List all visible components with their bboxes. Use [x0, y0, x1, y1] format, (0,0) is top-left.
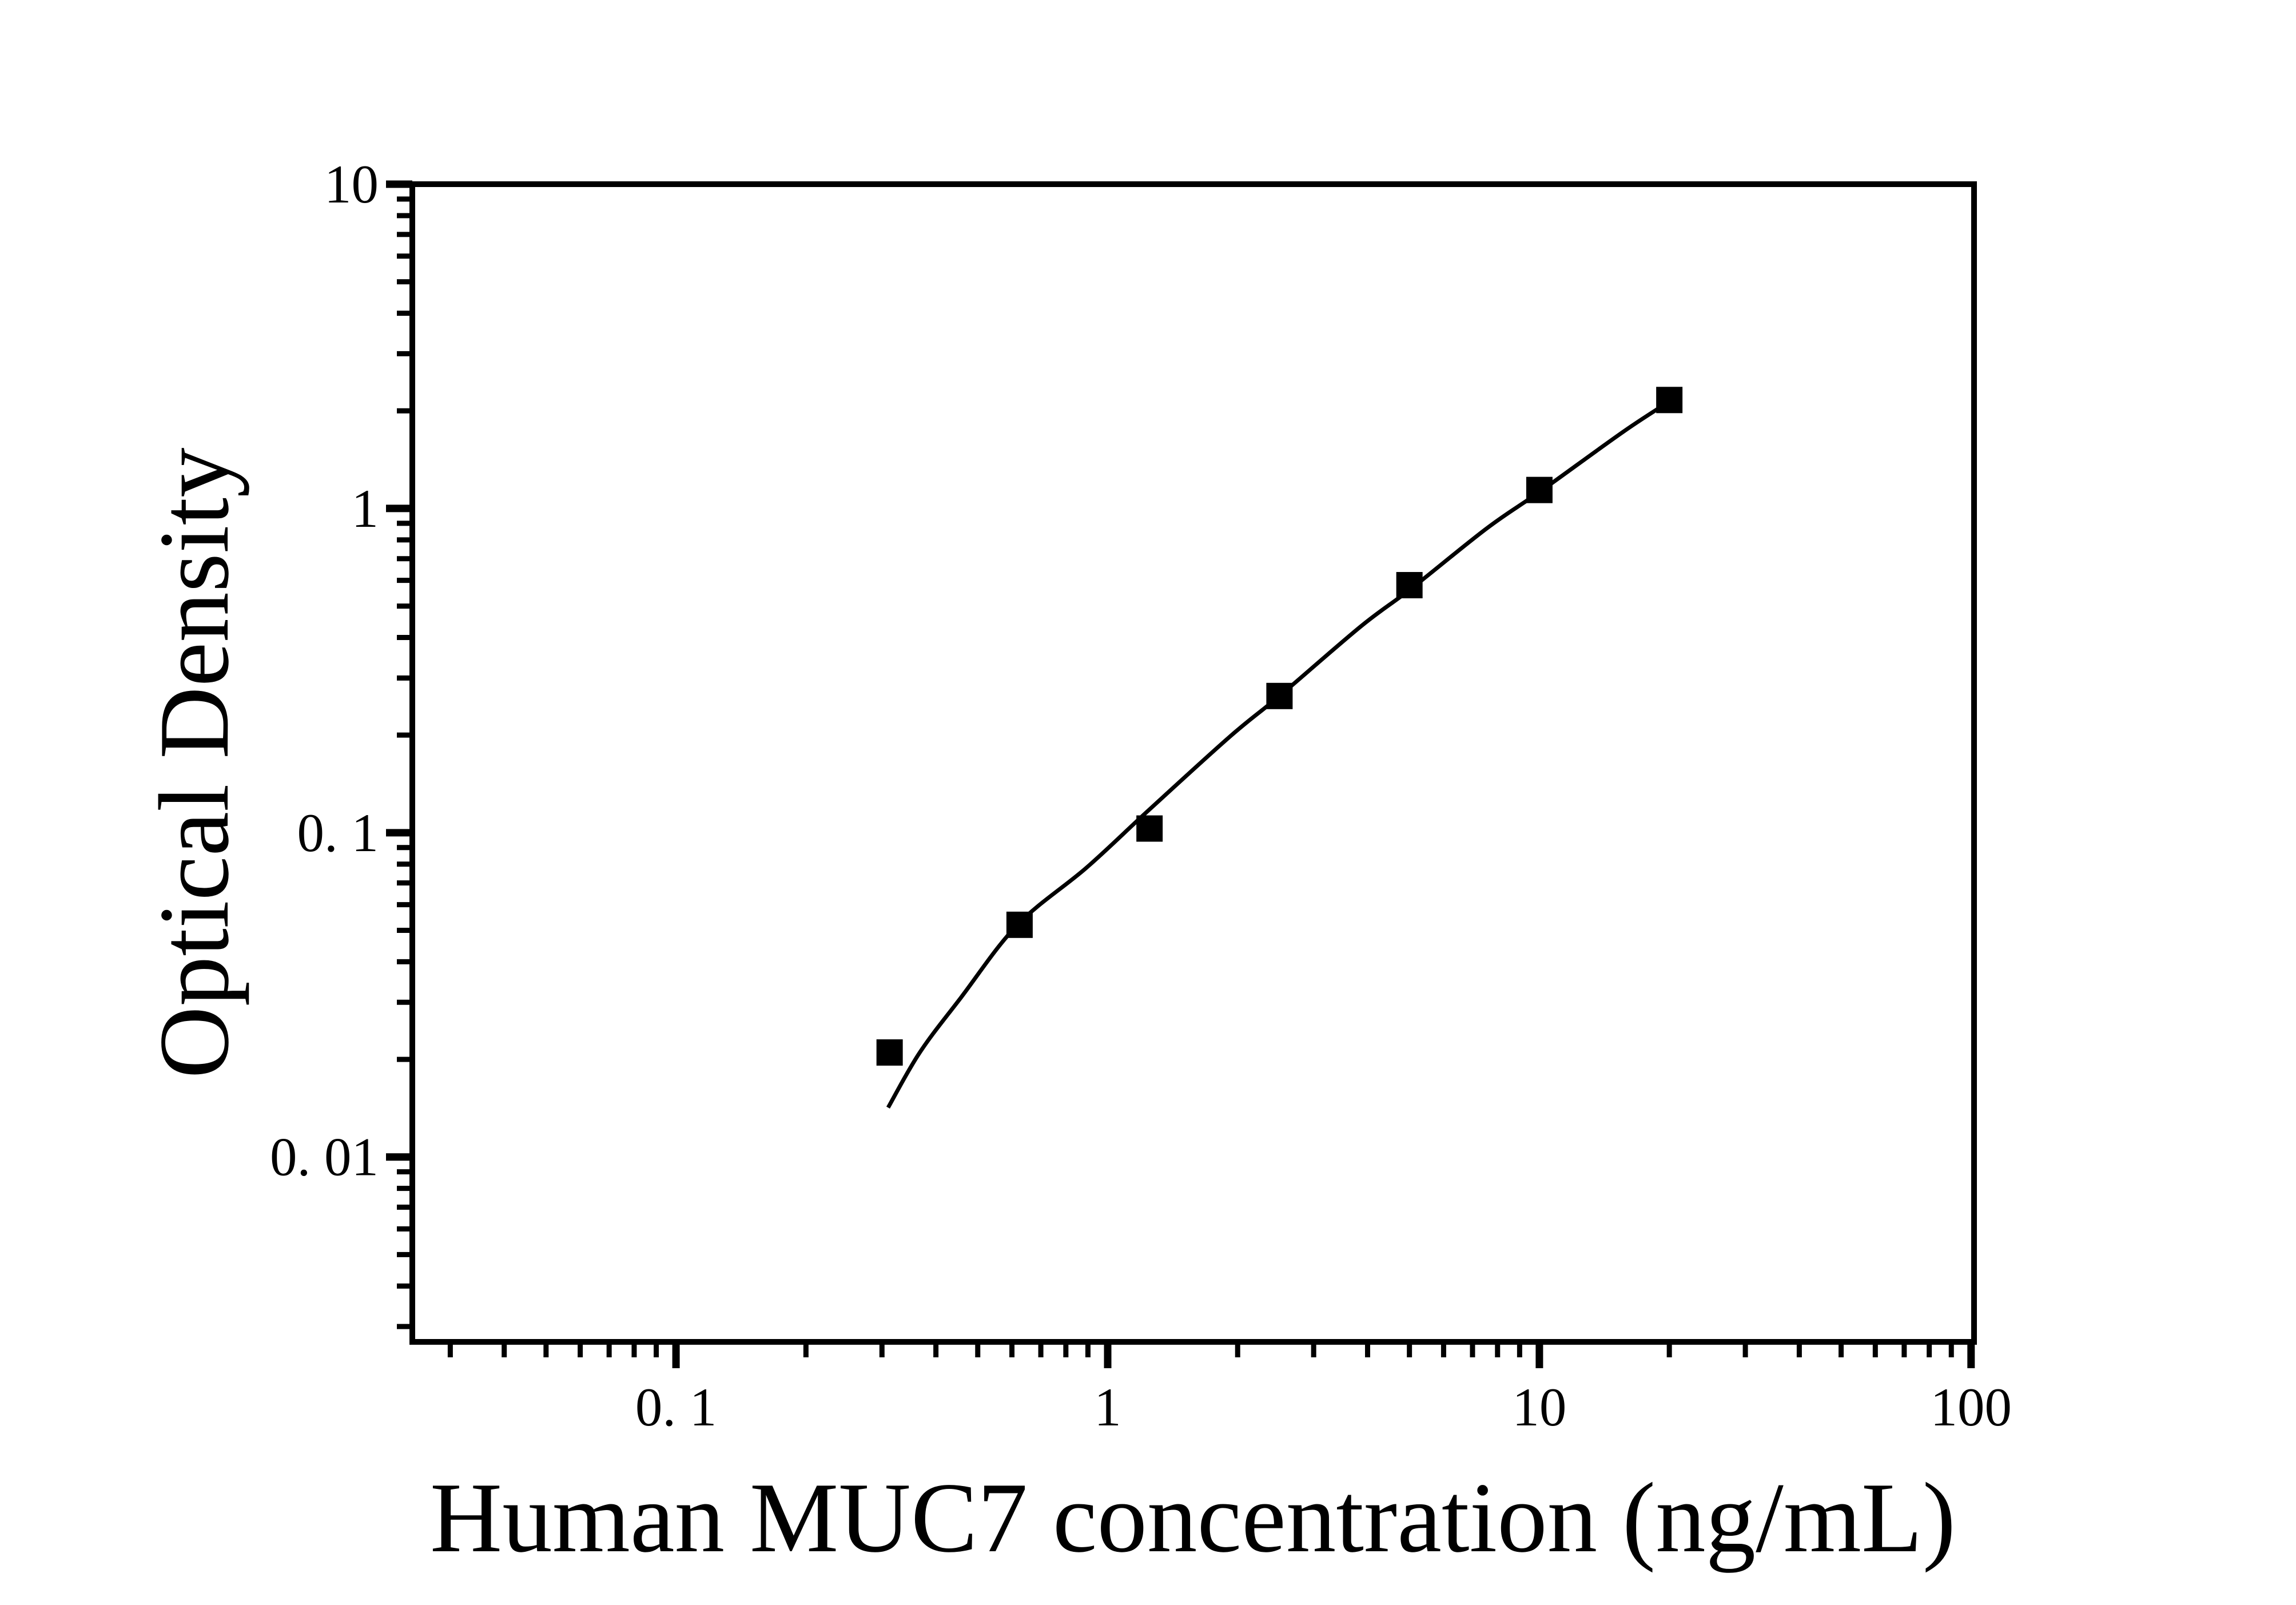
data-point-marker — [1136, 815, 1163, 842]
y-tick-label: 0. 1 — [297, 802, 379, 863]
fit-curve — [886, 398, 1673, 1109]
plot-frame — [409, 181, 1977, 1345]
x-tick-label: 10 — [1512, 1377, 1566, 1437]
y-tick-label: 1 — [352, 478, 379, 539]
data-point-marker — [1006, 911, 1033, 938]
y-tick-label: 10 — [324, 154, 379, 214]
data-point-marker — [876, 1039, 903, 1066]
x-tick-label: 100 — [1931, 1377, 2012, 1437]
y-tick-label: 0. 01 — [270, 1127, 379, 1187]
y-axis-title: Optical Density — [138, 447, 249, 1078]
y-major-ticks — [386, 180, 412, 1161]
x-tick-label: 0. 1 — [635, 1377, 717, 1437]
y-tick-labels: 10 1 0. 1 0. 01 — [270, 154, 379, 1187]
data-point-marker — [1266, 682, 1293, 709]
data-point-marker — [1656, 387, 1683, 414]
data-point-marker — [1396, 572, 1423, 599]
y-minor-ticks — [397, 196, 412, 1329]
x-minor-ticks — [447, 1342, 1954, 1357]
data-point-marker — [1526, 476, 1553, 503]
x-tick-label: 1 — [1094, 1377, 1121, 1437]
x-axis-title: Human MUC7 concentration (ng/mL) — [430, 1462, 1956, 1573]
x-major-ticks — [672, 1342, 1975, 1368]
x-tick-labels: 0. 1 1 10 100 — [635, 1377, 2012, 1437]
data-point-markers — [876, 387, 1683, 1066]
